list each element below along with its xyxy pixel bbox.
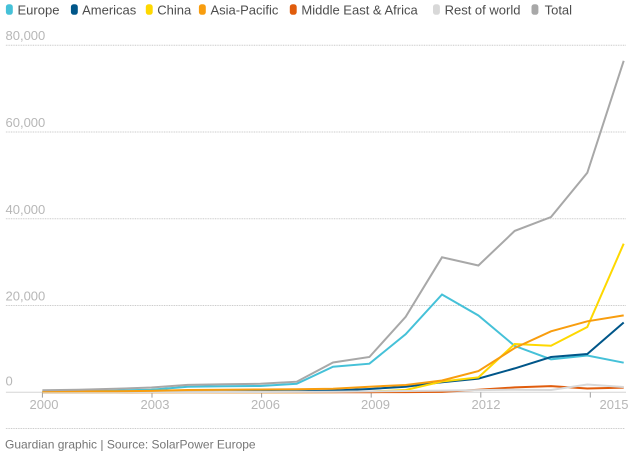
svg-text:0: 0: [6, 374, 13, 389]
svg-text:Americas: Americas: [82, 3, 137, 18]
svg-text:40,000: 40,000: [6, 202, 46, 217]
svg-text:2012: 2012: [472, 397, 501, 412]
svg-text:2003: 2003: [141, 397, 170, 412]
svg-text:80,000: 80,000: [6, 28, 46, 43]
svg-text:20,000: 20,000: [6, 289, 46, 304]
svg-text:Rest of world: Rest of world: [445, 3, 521, 18]
svg-text:Guardian graphic | Source: Sol: Guardian graphic | Source: SolarPower Eu…: [5, 438, 256, 452]
svg-text:Middle East & Africa: Middle East & Africa: [301, 3, 418, 18]
svg-text:2015: 2015: [600, 397, 629, 412]
svg-text:2006: 2006: [251, 397, 280, 412]
svg-text:Asia-Pacific: Asia-Pacific: [211, 3, 279, 18]
svg-text:60,000: 60,000: [6, 115, 46, 130]
svg-text:2000: 2000: [30, 397, 59, 412]
svg-text:2009: 2009: [361, 397, 390, 412]
svg-text:Europe: Europe: [18, 3, 60, 18]
svg-text:Total: Total: [545, 3, 573, 18]
svg-text:China: China: [157, 3, 192, 18]
